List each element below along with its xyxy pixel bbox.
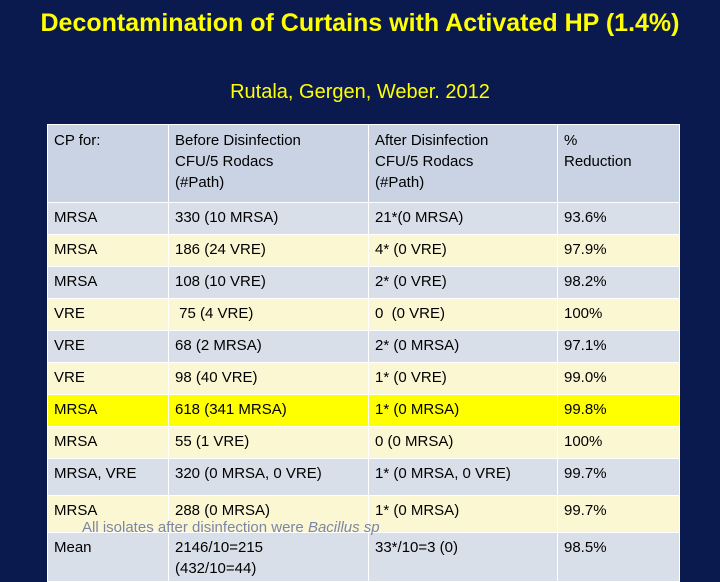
table-row: MRSA, VRE 320 (0 MRSA, 0 VRE) 1* (0 MRSA… [47,458,680,496]
results-table: CP for: Before Disinfection CFU/5 Rodacs… [47,124,680,582]
mean-before-value: 2146/10=215 [175,539,264,556]
header-before-line: Before Disinfection [175,132,301,149]
cell-cp: VRE [47,298,169,331]
header-before-line: (#Path) [175,174,225,191]
table-row: VRE 98 (40 VRE) 1* (0 VRE) 99.0% [47,362,680,395]
cell-reduction: 98.2% [557,266,680,299]
cell-cp: MRSA [47,202,169,235]
cell-reduction: 99.7% [557,495,680,533]
header-after-line: (#Path) [375,174,425,191]
slide-title: Decontamination of Curtains with Activat… [40,9,680,37]
cell-after: 0 (0 VRE) [368,298,558,331]
table-row-highlighted: MRSA 618 (341 MRSA) 1* (0 MRSA) 99.8% [47,394,680,427]
footnote: All isolates after disinfection were Bac… [82,519,380,537]
cell-after: 2* (0 VRE) [368,266,558,299]
table-row: MRSA 55 (1 VRE) 0 (0 MRSA) 100% [47,426,680,459]
cell-cp: MRSA, VRE [47,458,169,496]
cell-reduction: 99.0% [557,362,680,395]
cell-before: 108 (10 VRE) [168,266,369,299]
header-reduction-line: % [564,132,578,149]
footnote-italic: Bacillus sp [307,519,380,536]
table-header-row: CP for: Before Disinfection CFU/5 Rodacs… [47,124,680,203]
cell-cp: VRE [47,362,169,395]
cell-before: 320 (0 MRSA, 0 VRE) [168,458,369,496]
table-row: MRSA 108 (10 VRE) 2* (0 VRE) 98.2% [47,266,680,299]
header-after-line: CFU/5 Rodacs [375,153,474,170]
cell-after: 0 (0 MRSA) [368,426,558,459]
cell-after: 2* (0 MRSA) [368,330,558,363]
cell-reduction: 99.8% [557,394,680,427]
cell-after: 1* (0 VRE) [368,362,558,395]
table-row: VRE 75 (4 VRE) 0 (0 VRE) 100% [47,298,680,331]
cell-reduction: 97.9% [557,234,680,267]
cell-after: 21*(0 MRSA) [368,202,558,235]
mean-before-subvalue: (432/10=44) [175,560,257,577]
cell-reduction: 100% [557,298,680,331]
cell-after: 1* (0 MRSA) [368,394,558,427]
table-row: VRE 68 (2 MRSA) 2* (0 MRSA) 97.1% [47,330,680,363]
cell-cp: MRSA [47,266,169,299]
header-cp-for: CP for: [47,124,169,203]
cell-before: 186 (24 VRE) [168,234,369,267]
cell-reduction: 97.1% [557,330,680,363]
cell-before: 330 (10 MRSA) [168,202,369,235]
header-after-line: After Disinfection [375,132,489,149]
cell-cp: MRSA [47,495,169,533]
header-reduction-line: Reduction [564,153,632,170]
table-row: MRSA 288 (0 MRSA) 1* (0 MRSA) 99.7% [47,495,680,533]
cell-cp: MRSA [47,234,169,267]
cell-before: 98 (40 VRE) [168,362,369,395]
cell-reduction: 93.6% [557,202,680,235]
cell-after: 1* (0 MRSA) [368,495,558,533]
cell-before: 75 (4 VRE) [168,298,369,331]
footnote-text: All isolates after disinfection were [82,519,308,536]
header-before-line: CFU/5 Rodacs [175,153,274,170]
header-after: After Disinfection CFU/5 Rodacs (#Path) [368,124,558,203]
cell-reduction: 100% [557,426,680,459]
header-reduction: % Reduction [557,124,680,203]
table-row: MRSA 186 (24 VRE) 4* (0 VRE) 97.9% [47,234,680,267]
cell-cp: VRE [47,330,169,363]
cell-cp: MRSA [47,426,169,459]
cell-before: 68 (2 MRSA) [168,330,369,363]
cell-after: 4* (0 VRE) [368,234,558,267]
slide-subtitle: Rutala, Gergen, Weber. 2012 [230,81,490,103]
cell-before: 55 (1 VRE) [168,426,369,459]
table-row: MRSA 330 (10 MRSA) 21*(0 MRSA) 93.6% [47,202,680,235]
header-before: Before Disinfection CFU/5 Rodacs (#Path) [168,124,369,203]
cell-reduction: 99.7% [557,458,680,496]
cell-after: 1* (0 MRSA, 0 VRE) [368,458,558,496]
cell-before: 618 (341 MRSA) [168,394,369,427]
cell-cp: MRSA [47,394,169,427]
